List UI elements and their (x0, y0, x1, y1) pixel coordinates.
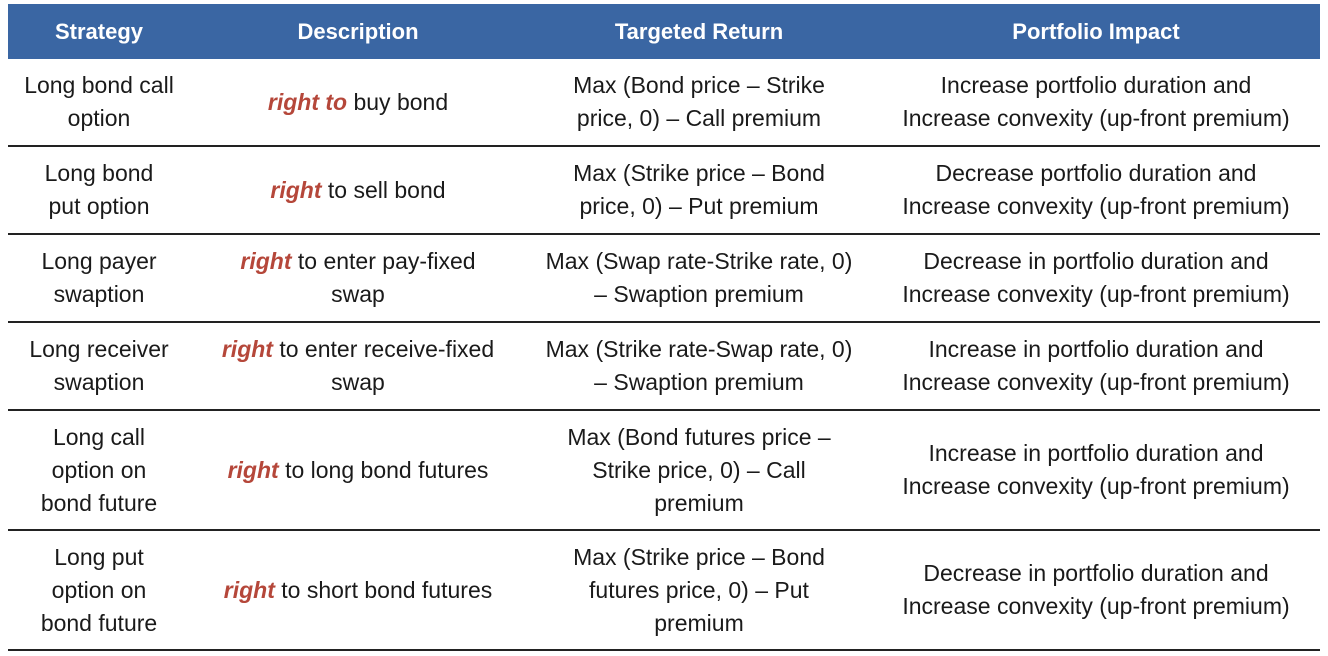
strategy-line: option (67, 105, 131, 131)
strategy-line: Long call (52, 423, 146, 450)
strategy-table: Strategy Description Targeted Return Por… (8, 4, 1320, 651)
strategy-line: option on (51, 576, 147, 603)
strategy-line: Long receiver (29, 336, 169, 362)
strategy-line: Long bond (44, 160, 154, 186)
portfolio-impact-cell: Decrease in portfolio duration and Incre… (872, 530, 1320, 651)
return-line: – Swaption premium (594, 281, 804, 307)
description-line: right to long bond futures (194, 454, 522, 487)
return-line: Max (Strike price – Bond (573, 160, 825, 186)
strategy-line: bond future (40, 609, 158, 636)
table-row: Long call option on bond future right to… (8, 410, 1320, 531)
return-line: premium (654, 609, 744, 636)
description-line: right to enter pay-fixed (194, 245, 522, 278)
description-text: to long bond futures (278, 456, 489, 483)
description-keyword: right (240, 248, 292, 274)
description-text: buy bond (347, 88, 449, 115)
table-header-row: Strategy Description Targeted Return Por… (8, 4, 1320, 59)
targeted-return-cell: Max (Strike rate-Swap rate, 0) – Swaptio… (526, 322, 872, 411)
strategy-cell: Long bond call option (8, 59, 190, 147)
strategy-line: bond future (40, 489, 158, 516)
portfolio-impact-cell: Increase portfolio duration and Increase… (872, 59, 1320, 147)
header-targeted-return: Targeted Return (526, 4, 872, 59)
description-cell: right to long bond futures (190, 410, 526, 531)
description-keyword: right (221, 336, 273, 362)
strategy-table-container: Strategy Description Targeted Return Por… (8, 4, 1320, 651)
return-line: futures price, 0) – Put (589, 576, 809, 603)
strategy-line: swaption (53, 281, 145, 307)
description-cell: right to buy bond (190, 59, 526, 147)
strategy-cell: Long call option on bond future (8, 410, 190, 531)
description-text: to short bond futures (274, 576, 493, 603)
description-keyword: right (223, 576, 275, 603)
impact-line: Increase in portfolio duration and (928, 440, 1264, 466)
strategy-cell: Long payer swaption (8, 234, 190, 323)
description-cell: right to short bond futures (190, 530, 526, 651)
return-line: Strike price, 0) – Call (592, 456, 806, 483)
description-line: swap (331, 369, 385, 395)
description-line: right to sell bond (194, 174, 522, 207)
header-strategy: Strategy (8, 4, 190, 59)
strategy-cell: Long receiver swaption (8, 322, 190, 411)
description-line: right to enter receive-fixed (194, 333, 522, 366)
strategy-line: Long bond call (24, 72, 174, 98)
return-line: price, 0) – Call premium (576, 105, 822, 131)
header-description: Description (190, 4, 526, 59)
impact-line: Increase convexity (up-front premium) (902, 473, 1290, 499)
header-portfolio-impact: Portfolio Impact (872, 4, 1320, 59)
impact-line: Decrease portfolio duration and (935, 160, 1257, 186)
strategy-line: Long put (54, 543, 144, 570)
return-line: Max (Bond price – Strike (573, 72, 825, 98)
return-line: price, 0) – Put premium (579, 193, 819, 219)
description-keyword: right (270, 176, 322, 203)
strategy-cell: Long put option on bond future (8, 530, 190, 651)
targeted-return-cell: Max (Strike price – Bond futures price, … (526, 530, 872, 651)
strategy-line: put option (48, 193, 150, 219)
return-line: premium (654, 489, 744, 516)
portfolio-impact-cell: Decrease portfolio duration and Increase… (872, 146, 1320, 235)
description-cell: right to sell bond (190, 146, 526, 235)
description-line: right to buy bond (194, 86, 522, 119)
portfolio-impact-cell: Increase in portfolio duration and Incre… (872, 322, 1320, 411)
return-line: – Swaption premium (594, 369, 804, 395)
impact-line: Increase convexity (up-front premium) (902, 369, 1290, 395)
impact-line: Increase convexity (up-front premium) (902, 105, 1290, 131)
impact-line: Increase convexity (up-front premium) (902, 281, 1290, 307)
targeted-return-cell: Max (Bond price – Strike price, 0) – Cal… (526, 59, 872, 147)
description-cell: right to enter receive-fixed swap (190, 322, 526, 411)
strategy-line: Long payer (41, 248, 157, 274)
description-text: to enter receive-fixed (272, 336, 495, 362)
description-keyword: right to (267, 88, 348, 115)
description-line: right to short bond futures (194, 574, 522, 607)
table-row: Long put option on bond future right to … (8, 530, 1320, 651)
targeted-return-cell: Max (Bond futures price – Strike price, … (526, 410, 872, 531)
description-cell: right to enter pay-fixed swap (190, 234, 526, 323)
description-line: swap (331, 281, 385, 307)
impact-line: Increase convexity (up-front premium) (902, 593, 1290, 619)
impact-line: Increase convexity (up-front premium) (902, 193, 1290, 219)
portfolio-impact-cell: Decrease in portfolio duration and Incre… (872, 234, 1320, 323)
return-line: Max (Bond futures price – (567, 423, 831, 450)
table-row: Long bond put option right to sell bond … (8, 146, 1320, 235)
portfolio-impact-cell: Increase in portfolio duration and Incre… (872, 410, 1320, 531)
table-row: Long receiver swaption right to enter re… (8, 322, 1320, 411)
table-row: Long bond call option right to buy bond … (8, 59, 1320, 147)
strategy-line: swaption (53, 369, 145, 395)
impact-line: Decrease in portfolio duration and (923, 560, 1269, 586)
return-line: Max (Strike price – Bond (573, 543, 825, 570)
targeted-return-cell: Max (Strike price – Bond price, 0) – Put… (526, 146, 872, 235)
description-text: to sell bond (321, 176, 446, 203)
description-keyword: right (227, 456, 279, 483)
strategy-line: option on (51, 456, 147, 483)
table-row: Long payer swaption right to enter pay-f… (8, 234, 1320, 323)
description-text: to enter pay-fixed (291, 248, 476, 274)
impact-line: Increase in portfolio duration and (928, 336, 1264, 362)
impact-line: Decrease in portfolio duration and (923, 248, 1269, 274)
impact-line: Increase portfolio duration and (940, 72, 1252, 98)
targeted-return-cell: Max (Swap rate-Strike rate, 0) – Swaptio… (526, 234, 872, 323)
return-line: Max (Strike rate-Swap rate, 0) (545, 336, 853, 362)
strategy-cell: Long bond put option (8, 146, 190, 235)
return-line: Max (Swap rate-Strike rate, 0) (545, 248, 853, 274)
